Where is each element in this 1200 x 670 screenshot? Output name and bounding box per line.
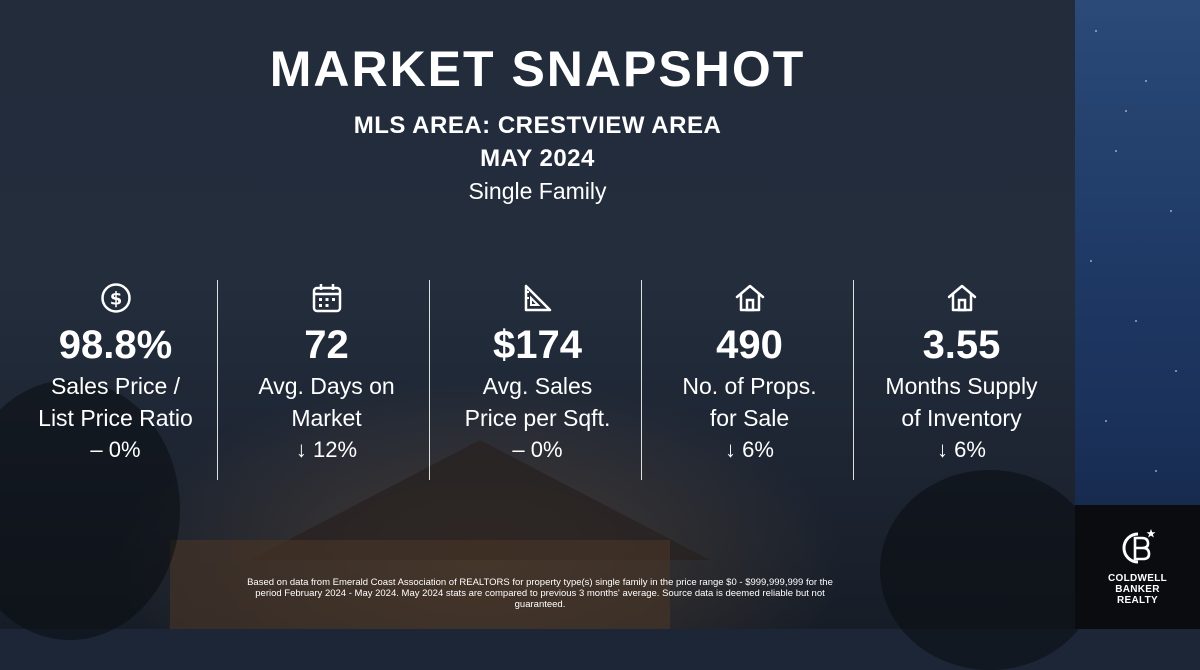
stat-avg-days-on-market: 72 Avg. Days on Market ↓ 12% (221, 280, 432, 480)
stat-change: – 0% (512, 437, 563, 462)
tree-silhouette-left (0, 380, 180, 640)
stat-divider (429, 280, 430, 480)
house-silhouette (170, 540, 670, 629)
logo-line1: COLDWELL (1107, 573, 1168, 584)
stat-value: 98.8% (58, 323, 173, 367)
stat-value: $174 (493, 323, 582, 367)
stat-label-line1: No. of Props. (682, 373, 817, 399)
house-icon (856, 280, 1067, 316)
period-heading: MAY 2024 (480, 145, 595, 172)
stat-sales-list-ratio: $ 98.8% Sales Price / List Price Ratio –… (10, 280, 221, 480)
disclaimer-text: Based on data from Emerald Coast Associa… (247, 577, 833, 610)
stat-divider (641, 280, 642, 480)
stat-months-supply: 3.55 Months Supply of Inventory ↓ 6% (856, 280, 1067, 480)
stat-divider (217, 280, 218, 480)
calendar-icon (221, 280, 432, 316)
stat-props-for-sale: 490 No. of Props. for Sale ↓ 6% (644, 280, 855, 480)
house-icon (644, 280, 855, 316)
stat-avg-price-per-sqft: $174 Avg. Sales Price per Sqft. – 0% (432, 280, 643, 480)
stat-label-line2: List Price Ratio (38, 405, 193, 431)
stat-label-line2: Market (291, 405, 362, 431)
stat-label-line1: Months Supply (885, 373, 1038, 399)
brand-logo-panel (1075, 505, 1200, 629)
stat-label-line1: Avg. Days on (258, 373, 395, 399)
dollar-circle-icon: $ (10, 280, 221, 316)
stat-label-line1: Sales Price / (50, 373, 181, 399)
stat-label-line2: for Sale (709, 405, 790, 431)
stat-label-line1: Avg. Sales (482, 373, 593, 399)
stat-change: ↓ 12% (295, 437, 358, 462)
property-type: Single Family (468, 178, 607, 204)
stat-change: ↓ 6% (725, 437, 774, 462)
stat-change: – 0% (90, 437, 141, 462)
logo-line2: BANKER (1115, 584, 1160, 595)
stat-divider (853, 280, 854, 480)
stat-label-line2: Price per Sqft. (464, 405, 611, 431)
cb-monogram-icon (1118, 528, 1158, 568)
stat-change: ↓ 6% (937, 437, 986, 462)
stat-label-line2: of Inventory (901, 405, 1022, 431)
page-title: MARKET SNAPSHOT (269, 41, 806, 97)
stat-value: 72 (304, 323, 349, 367)
tree-silhouette-right (880, 470, 1100, 670)
mls-area-heading: MLS AREA: CRESTVIEW AREA (353, 112, 722, 139)
logo-line3: REALTY (1116, 595, 1159, 606)
brand-logo-text: COLDWELL BANKER REALTY (1075, 573, 1200, 606)
stat-value: 3.55 (922, 323, 1001, 367)
stat-value: 490 (716, 323, 783, 367)
stats-row: $ 98.8% Sales Price / List Price Ratio –… (10, 280, 1065, 480)
ruler-triangle-icon (432, 280, 643, 316)
svg-text:$: $ (109, 289, 122, 310)
